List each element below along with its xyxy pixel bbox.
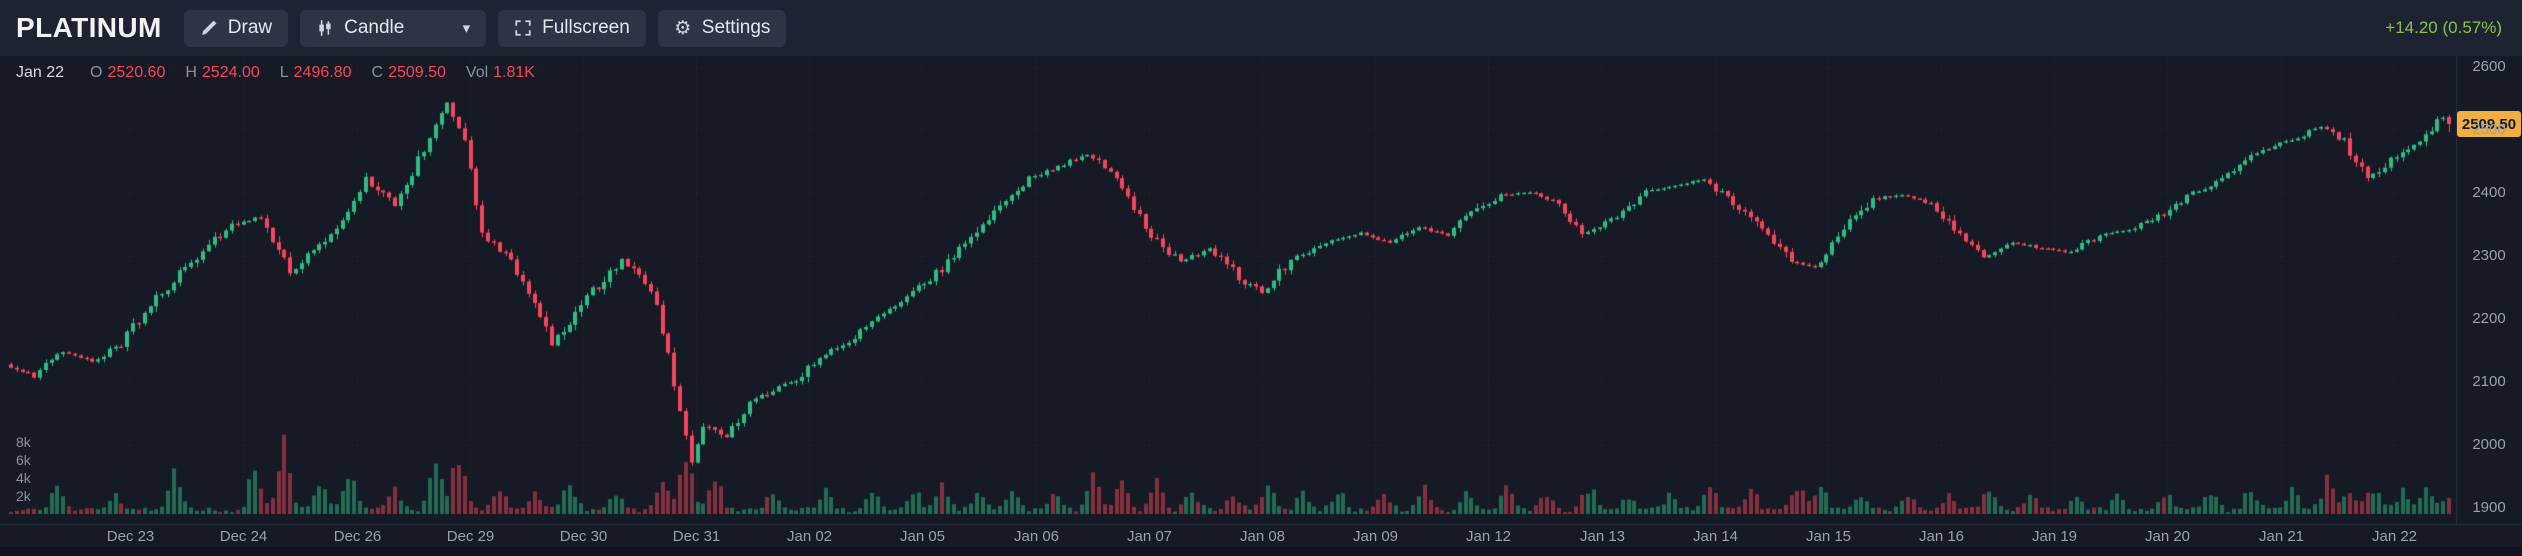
price-axis-label: 2400: [2472, 184, 2506, 201]
time-axis-label: Jan 16: [1918, 528, 1965, 545]
price-axis-label: 1900: [2472, 499, 2506, 516]
legend-volume: Vol 1.81K: [465, 64, 535, 81]
fullscreen-icon: [514, 19, 532, 37]
price-axis-label: 2600: [2472, 58, 2506, 75]
legend-open: O 2520.60: [90, 64, 166, 81]
price-axis-label: 2500: [2472, 121, 2506, 138]
time-axis-label: Jan 12: [1465, 528, 1512, 545]
draw-button-label: Draw: [227, 17, 273, 38]
time-axis-label: Jan 19: [2031, 528, 2078, 545]
candle-icon: [316, 19, 334, 37]
time-axis-label: Jan 06: [1013, 528, 1060, 545]
legend-low: L 2496.80: [279, 64, 352, 81]
time-axis-label: Jan 07: [1126, 528, 1173, 545]
time-axis-label: Jan 22: [2371, 528, 2418, 545]
fullscreen-button-label: Fullscreen: [542, 17, 630, 38]
candlestick-chart[interactable]: [0, 56, 2522, 556]
time-axis-label: Jan 09: [1352, 528, 1399, 545]
time-axis-label: Dec 26: [333, 528, 382, 545]
fullscreen-button[interactable]: Fullscreen: [498, 9, 646, 47]
toolbar: PLATINUM Draw Candle ▾ Fullscreen ⚙ Sett…: [0, 0, 2522, 56]
time-axis-label: Dec 30: [559, 528, 608, 545]
chevron-down-icon: ▾: [462, 20, 471, 37]
time-axis-label: Jan 14: [1692, 528, 1739, 545]
bottom-edge: [0, 547, 2522, 556]
volume-axis-label: 6k: [16, 452, 31, 468]
time-axis-label: Jan 08: [1239, 528, 1286, 545]
price-axis-label: 2100: [2472, 373, 2506, 390]
time-axis-label: Jan 20: [2144, 528, 2191, 545]
time-axis-label: Jan 02: [786, 528, 833, 545]
legend-date: Jan 22: [16, 64, 65, 81]
volume-axis-label: 8k: [16, 434, 31, 450]
symbol-title: PLATINUM: [16, 12, 162, 43]
gear-icon: ⚙: [674, 17, 692, 39]
time-axis-label: Dec 24: [219, 528, 268, 545]
time-axis-label: Dec 29: [446, 528, 495, 545]
price-axis-label: 2000: [2472, 436, 2506, 453]
pencil-icon: [200, 19, 218, 37]
chart-type-dropdown[interactable]: Candle ▾: [300, 9, 487, 47]
last-price-badge: 2509.50: [2457, 111, 2521, 137]
price-change: +14.20 (0.57%): [2385, 18, 2502, 37]
price-axis-label: 2200: [2472, 310, 2506, 327]
time-axis-label: Dec 23: [106, 528, 155, 545]
legend-close: C 2509.50: [371, 64, 446, 81]
price-axis-label: 2300: [2472, 247, 2506, 264]
time-axis-label: Jan 15: [1805, 528, 1852, 545]
draw-button[interactable]: Draw: [183, 9, 289, 47]
settings-button[interactable]: ⚙ Settings: [657, 9, 787, 47]
volume-axis-label: 4k: [16, 470, 31, 486]
time-axis-label: Dec 31: [672, 528, 721, 545]
time-axis-label: Jan 05: [899, 528, 946, 545]
time-axis-label: Jan 21: [2258, 528, 2305, 545]
legend-high: H 2524.00: [185, 64, 260, 81]
time-axis-label: Jan 13: [1579, 528, 1626, 545]
volume-axis-label: 2k: [16, 488, 31, 504]
chart-type-label: Candle: [344, 17, 405, 38]
ohlc-legend: Jan 22 O 2520.60 H 2524.00 L 2496.80 C 2509.…: [16, 64, 535, 82]
settings-button-label: Settings: [701, 17, 771, 38]
